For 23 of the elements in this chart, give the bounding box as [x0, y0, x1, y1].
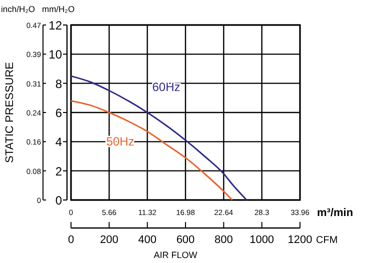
x-tick-label: 0	[68, 234, 74, 246]
y-axis-title: mm/H₂O	[42, 4, 75, 14]
x2-axis-title: m³/min	[317, 207, 354, 219]
line-series	[70, 100, 234, 201]
x-tick-label: 1000	[250, 234, 274, 246]
text: STATIC PRESSURE	[4, 62, 16, 164]
y-tick-label: 12	[48, 18, 62, 32]
y-tick-label: 0	[55, 194, 62, 208]
x-tick-label: 800	[214, 234, 233, 246]
y-tick-label: 4	[55, 135, 62, 150]
line-series	[70, 75, 248, 201]
x-tick-label: 200	[100, 234, 118, 246]
text: CFM	[316, 235, 338, 246]
x-tick-label: 1200	[288, 234, 312, 246]
y-tick-label: 2	[55, 164, 62, 178]
series-label: 60Hz	[152, 80, 180, 94]
y-tick-label: 8	[55, 76, 62, 91]
y-tick-label: 6	[55, 106, 62, 120]
x-tick-label: 600	[176, 234, 195, 246]
y-tick-label: 10	[48, 48, 62, 62]
y2-axis-title: inch/H₂O	[1, 4, 36, 14]
x-tick-label: 400	[138, 234, 157, 246]
x-axis-title: AIR FLOW	[154, 250, 198, 260]
